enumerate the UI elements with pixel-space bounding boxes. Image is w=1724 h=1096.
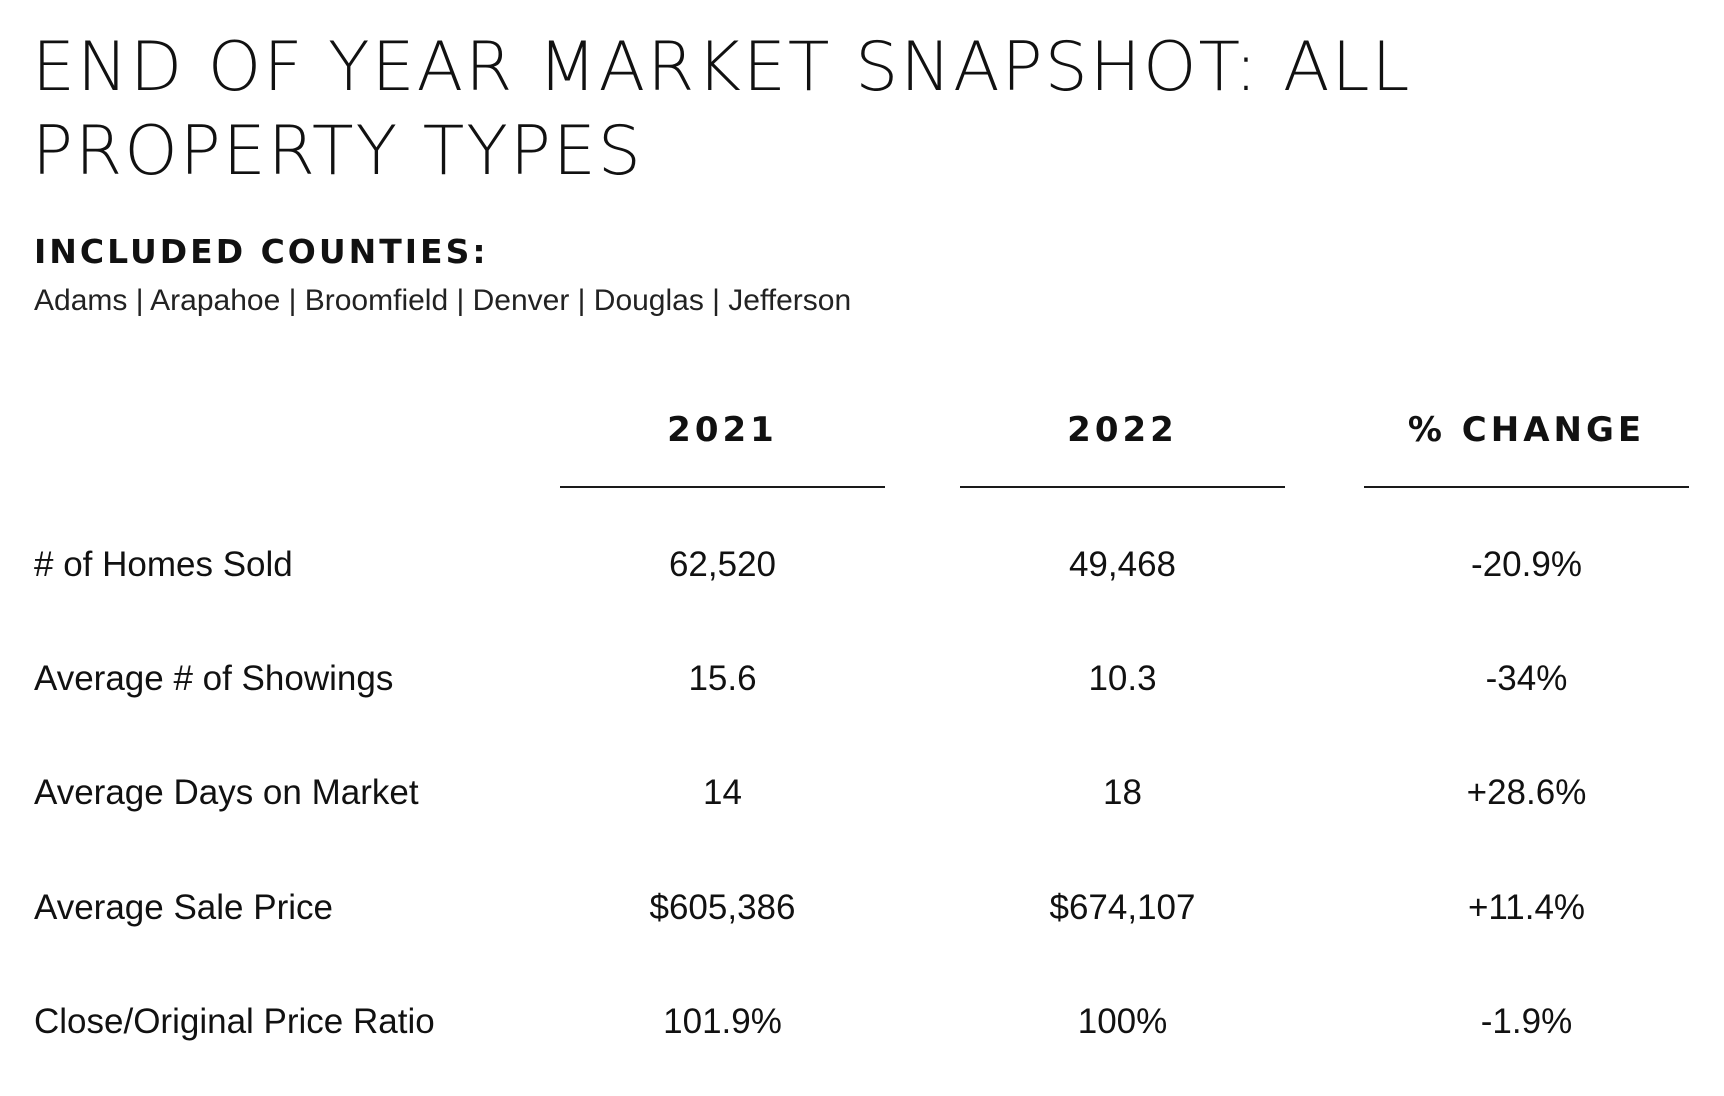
value-2022: $674,107 [1049,888,1196,927]
table-row-average-sale-price: Average Sale Price $605,386 $674,107 +11… [0,883,1724,933]
value-2021: $605,386 [649,888,796,927]
column-header-percent-change: % CHANGE [1407,410,1646,450]
value-2021: 62,520 [668,545,777,584]
row-label: Average # of Showings [34,659,394,698]
column-header-2022: 2022 [1067,410,1178,450]
column-header-2021: 2021 [667,410,778,450]
row-label: Average Days on Market [34,773,419,812]
value-percent-change: +11.4% [1467,888,1586,927]
column-divider-2021 [560,486,885,488]
table-row-homes-sold: # of Homes Sold 62,520 49,468 -20.9% [0,540,1724,590]
table-row-average-days-on-market: Average Days on Market 14 18 +28.6% [0,768,1724,818]
row-label: Average Sale Price [34,888,333,927]
value-percent-change: -1.9% [1480,1002,1573,1041]
page-title: END OF YEAR MARKET SNAPSHOT: ALL PROPERT… [32,28,1412,191]
included-counties-list: Adams | Arapahoe | Broomfield | Denver |… [34,284,852,317]
value-2022: 18 [1103,773,1142,812]
value-2021: 15.6 [688,659,757,698]
included-counties-heading: INCLUDED COUNTIES: [34,232,489,271]
value-percent-change: -20.9% [1471,545,1582,584]
value-percent-change: -34% [1485,659,1568,698]
row-label: # of Homes Sold [34,545,293,584]
value-2022: 10.3 [1088,659,1157,698]
value-2022: 49,468 [1068,545,1177,584]
value-2021: 14 [703,773,742,812]
table-row-close-original-price-ratio: Close/Original Price Ratio 101.9% 100% -… [0,997,1724,1047]
row-label: Close/Original Price Ratio [34,1002,435,1041]
value-2022: 100% [1077,1002,1168,1041]
value-2021: 101.9% [663,1002,782,1041]
value-percent-change: +28.6% [1466,773,1587,812]
table-row-average-showings: Average # of Showings 15.6 10.3 -34% [0,654,1724,704]
column-divider-percent-change [1364,486,1689,488]
column-divider-2022 [960,486,1285,488]
